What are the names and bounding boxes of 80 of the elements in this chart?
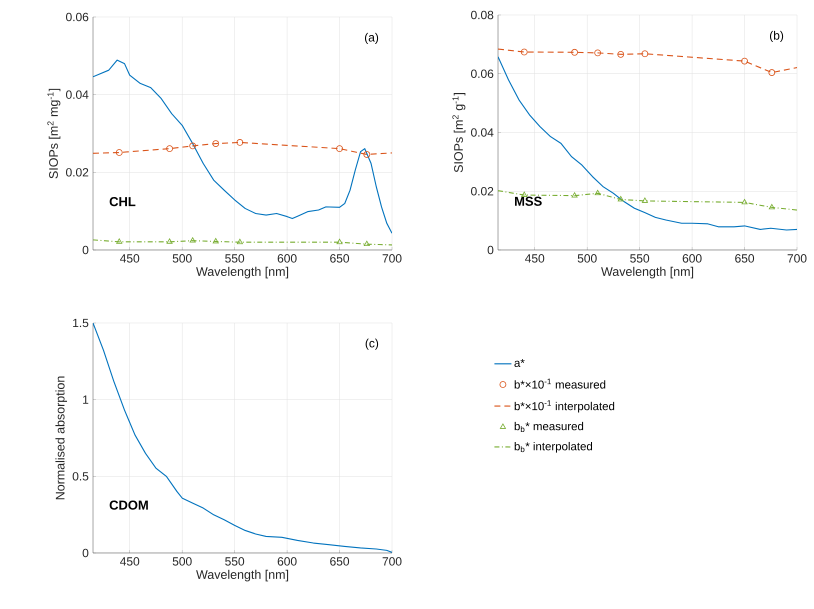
annotation: CHL bbox=[110, 197, 136, 206]
annotation: MSS bbox=[515, 196, 542, 206]
point bbox=[520, 48, 528, 56]
x-tick-label: 500 bbox=[172, 557, 192, 566]
y-axis-title: Normalised absorption bbox=[55, 376, 68, 500]
y-tick-label: 0.02 bbox=[66, 168, 88, 177]
point bbox=[212, 238, 219, 244]
point bbox=[363, 151, 370, 158]
x-tick-label: 450 bbox=[120, 254, 140, 263]
x-tick-label: 500 bbox=[578, 254, 597, 263]
y-tick-label: 0.04 bbox=[471, 128, 494, 137]
point bbox=[212, 140, 220, 147]
point bbox=[116, 238, 122, 244]
point bbox=[572, 192, 578, 198]
point bbox=[189, 142, 196, 150]
y-tick-label: 1 bbox=[83, 396, 88, 404]
point bbox=[641, 50, 648, 58]
line-series bbox=[93, 322, 392, 553]
x-axis-title: Wavelength [nm] bbox=[196, 570, 288, 582]
line-series bbox=[498, 190, 798, 211]
y-tick-label: 0 bbox=[82, 246, 88, 254]
x-axis-title: Wavelength [nm] bbox=[601, 266, 694, 278]
point bbox=[236, 238, 243, 244]
y-tick-label: 0.04 bbox=[66, 90, 88, 99]
annotation: (c) bbox=[366, 338, 378, 350]
legend-label: b$_{b}$* measured bbox=[514, 422, 584, 432]
y-tick-label: 0.02 bbox=[471, 187, 494, 196]
y-axis-title: SIOPs [m$^{2}$ g$^{-1}$] bbox=[452, 93, 466, 172]
point bbox=[642, 198, 648, 203]
point bbox=[768, 69, 776, 76]
x-tick-label: 450 bbox=[120, 557, 140, 566]
x-tick-label: 700 bbox=[788, 254, 807, 263]
x-tick-label: 550 bbox=[225, 557, 244, 566]
point bbox=[594, 190, 601, 196]
point bbox=[768, 204, 775, 210]
y-tick-label: 0.06 bbox=[471, 70, 494, 78]
x-tick-label: 700 bbox=[382, 254, 402, 263]
point bbox=[742, 199, 748, 204]
point bbox=[618, 196, 624, 202]
x-tick-label: 450 bbox=[525, 254, 544, 263]
point bbox=[571, 48, 578, 56]
point bbox=[336, 238, 343, 244]
x-axis-title: Wavelength [nm] bbox=[196, 266, 288, 278]
y-tick-label: 0.06 bbox=[66, 12, 88, 22]
point bbox=[594, 49, 602, 56]
annotation: CDOM bbox=[110, 500, 148, 510]
y-tick-label: 1.5 bbox=[73, 318, 88, 328]
x-tick-label: 550 bbox=[225, 254, 244, 263]
y-tick-label: 0.08 bbox=[471, 10, 494, 20]
point bbox=[364, 240, 370, 246]
annotation: (b) bbox=[770, 30, 784, 42]
y-axis-title: SIOPs [m$^{2}$ mg$^{-1}$] bbox=[47, 88, 60, 178]
x-tick-label: 500 bbox=[172, 254, 192, 263]
x-tick-label: 550 bbox=[630, 254, 650, 263]
annotation: (a) bbox=[364, 32, 378, 44]
point bbox=[521, 192, 528, 197]
x-tick-label: 650 bbox=[330, 557, 350, 566]
y-tick-label: 0.5 bbox=[72, 472, 88, 481]
legend-label: b*×10$^{-1}$ measured bbox=[514, 378, 606, 389]
x-tick-label: 600 bbox=[682, 254, 702, 263]
point bbox=[116, 149, 123, 156]
y-tick-label: 0 bbox=[82, 548, 88, 558]
legend-label: a* bbox=[514, 359, 525, 368]
point bbox=[166, 238, 173, 244]
x-tick-label: 650 bbox=[330, 254, 350, 263]
point bbox=[741, 58, 748, 64]
legend-label: b*×10$^{-1}$ interpolated bbox=[514, 400, 614, 412]
point bbox=[166, 145, 173, 152]
x-tick-label: 600 bbox=[278, 254, 297, 263]
point bbox=[336, 145, 343, 152]
line-series bbox=[498, 56, 798, 231]
x-tick-label: 650 bbox=[735, 254, 754, 263]
line-series bbox=[93, 60, 392, 234]
legend-label: b$_{b}$* interpolated bbox=[514, 442, 592, 453]
point bbox=[236, 139, 244, 146]
point bbox=[190, 237, 196, 243]
x-tick-label: 700 bbox=[382, 557, 402, 566]
y-tick-label: 0 bbox=[488, 246, 494, 254]
point bbox=[617, 50, 624, 58]
x-tick-label: 600 bbox=[278, 557, 297, 566]
